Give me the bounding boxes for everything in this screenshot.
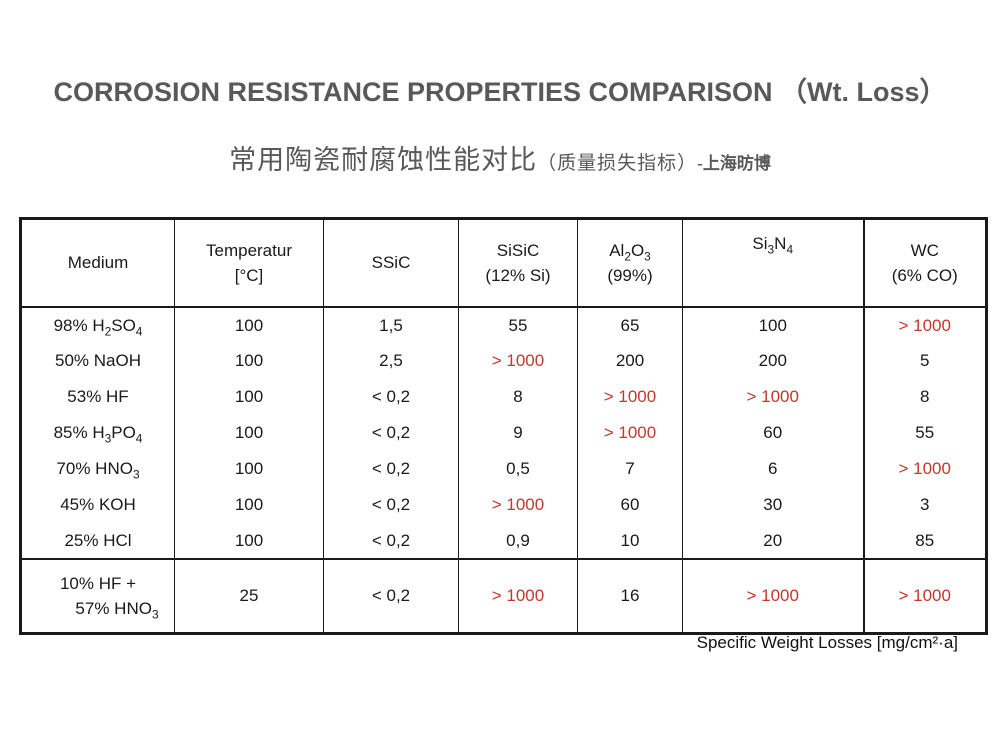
column-header: Temperatur [°C] [174, 218, 324, 308]
value-cell: 25 [174, 558, 324, 634]
value-cell: 10 [577, 523, 683, 559]
medium-cell: 70% HNO3 [20, 451, 175, 487]
value-cell: 0,9 [458, 523, 578, 559]
value-cell: 100 [174, 415, 324, 451]
value-cell: > 1000 [682, 379, 864, 415]
value-cell: 8 [458, 379, 578, 415]
value-cell: 6 [682, 451, 864, 487]
medium-cell: 85% H3PO4 [20, 415, 175, 451]
subtitle-company: -上海昉博 [697, 154, 771, 173]
value-cell: 60 [682, 415, 864, 451]
value-cell: < 0,2 [323, 558, 459, 634]
subtitle-main: 常用陶瓷耐腐蚀性能对比 [229, 145, 538, 175]
value-cell: 1,5 [323, 307, 459, 343]
medium-cell: 45% KOH [20, 487, 175, 523]
medium-cell: 50% NaOH [20, 343, 175, 379]
column-header: SiSiC (12% Si) [458, 218, 578, 308]
value-cell: 60 [577, 487, 683, 523]
value-cell: > 1000 [577, 415, 683, 451]
value-cell: 3 [862, 487, 987, 523]
value-cell: > 1000 [862, 307, 987, 343]
subtitle-qualifier: （质量损失指标） [537, 153, 698, 174]
value-cell: < 0,2 [323, 379, 459, 415]
value-cell: 100 [174, 487, 324, 523]
value-cell: 2,5 [323, 343, 459, 379]
corrosion-resistance-table: Medium Temperatur [°C] SSiC SiSiC (12% Si) Al2… [19, 217, 988, 635]
value-cell: 9 [458, 415, 578, 451]
medium-cell: 53% HF [20, 379, 175, 415]
medium-cell: 25% HCl [20, 523, 175, 559]
table-row: 50% NaOH 100 2,5 > 1000 200 200 5 [20, 343, 987, 379]
value-cell: > 1000 [862, 451, 987, 487]
page-title: CORROSION RESISTANCE PROPERTIES COMPARIS… [53, 77, 947, 107]
value-cell: < 0,2 [323, 487, 459, 523]
table-row: 10% HF +57% HNO3 25 < 0,2 > 1000 16 > 1000 > 1… [20, 558, 987, 634]
column-header: Si3N4 [682, 218, 864, 308]
column-header: WC (6% CO) [862, 218, 987, 308]
table-row: 25% HCl 100 < 0,2 0,9 10 20 85 [20, 523, 987, 559]
value-cell: 20 [682, 523, 864, 559]
value-cell: > 1000 [458, 343, 578, 379]
value-cell: > 1000 [458, 558, 578, 634]
column-header: Al2O3 (99%) [577, 218, 683, 308]
value-cell: 5 [862, 343, 987, 379]
column-header: SSiC [323, 218, 459, 308]
table-row: 98% H2SO4 100 1,5 55 65 100 > 1000 [20, 307, 987, 343]
table-body: 98% H2SO4 100 1,5 55 65 100 > 1000 50% NaOH 100 2… [20, 307, 987, 559]
value-cell: 100 [174, 307, 324, 343]
units-note: Specific Weight Losses [mg/cm²·a] [696, 633, 958, 652]
table-row: 70% HNO3 100 < 0,2 0,5 7 6 > 1000 [20, 451, 987, 487]
value-cell: > 1000 [682, 558, 864, 634]
value-cell: 65 [577, 307, 683, 343]
value-cell: 200 [577, 343, 683, 379]
value-cell: 55 [458, 307, 578, 343]
value-cell: < 0,2 [323, 451, 459, 487]
value-cell: 200 [682, 343, 864, 379]
table-row: 85% H3PO4 100 < 0,2 9 > 1000 60 55 [20, 415, 987, 451]
page-subtitle: 常用陶瓷耐腐蚀性能对比（质量损失指标）-上海昉博 [0, 138, 1000, 177]
table-footer-section: 10% HF +57% HNO3 25 < 0,2 > 1000 16 > 1000 > 1… [20, 558, 987, 634]
medium-cell: 10% HF +57% HNO3 [20, 558, 175, 634]
value-cell: < 0,2 [323, 415, 459, 451]
value-cell: < 0,2 [323, 523, 459, 559]
value-cell: 100 [174, 523, 324, 559]
medium-cell: 98% H2SO4 [20, 307, 175, 343]
value-cell: 100 [682, 307, 864, 343]
table-header: Medium Temperatur [°C] SSiC SiSiC (12% Si) Al2… [20, 218, 987, 308]
value-cell: 55 [862, 415, 987, 451]
value-cell: 0,5 [458, 451, 578, 487]
value-cell: > 1000 [862, 558, 987, 634]
value-cell: 100 [174, 451, 324, 487]
value-cell: > 1000 [577, 379, 683, 415]
value-cell: 100 [174, 379, 324, 415]
value-cell: 7 [577, 451, 683, 487]
value-cell: 85 [862, 523, 987, 559]
value-cell: > 1000 [458, 487, 578, 523]
value-cell: 8 [862, 379, 987, 415]
value-cell: 100 [174, 343, 324, 379]
value-cell: 30 [682, 487, 864, 523]
table-row: 53% HF 100 < 0,2 8 > 1000 > 1000 8 [20, 379, 987, 415]
header-row: Medium Temperatur [°C] SSiC SiSiC (12% Si) Al2… [20, 218, 987, 308]
column-header: Medium [20, 218, 175, 308]
value-cell: 16 [577, 558, 683, 634]
table-row: 45% KOH 100 < 0,2 > 1000 60 30 3 [20, 487, 987, 523]
